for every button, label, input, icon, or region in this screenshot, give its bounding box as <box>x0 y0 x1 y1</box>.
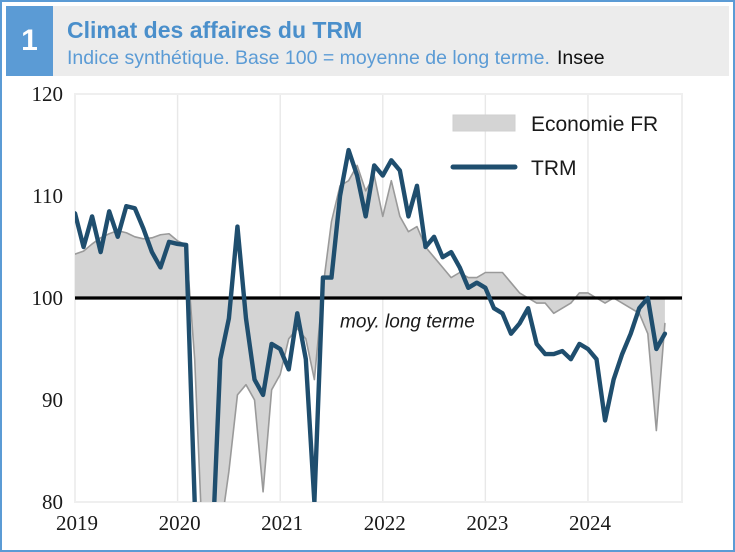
chart-annotations: moy. long terme <box>340 312 475 333</box>
svg-text:moy. long terme: moy. long terme <box>340 312 475 333</box>
svg-text:Economie FR: Economie FR <box>531 113 658 136</box>
series-trm <box>75 147 668 502</box>
subtitle-row: Indice synthétique. Base 100 = moyenne d… <box>67 46 729 70</box>
svg-text:80: 80 <box>42 490 63 514</box>
figure-number-badge: 1 <box>6 6 53 76</box>
svg-text:2021: 2021 <box>261 511 303 535</box>
svg-text:120: 120 <box>32 82 64 106</box>
svg-text:90: 90 <box>42 388 63 412</box>
svg-text:2024: 2024 <box>569 511 612 535</box>
chart-header: 1 Climat des affaires du TRM Indice synt… <box>6 6 729 76</box>
svg-text:2019: 2019 <box>56 511 98 535</box>
chart-subtitle: Indice synthétique. Base 100 = moyenne d… <box>67 47 550 70</box>
svg-text:2023: 2023 <box>466 511 508 535</box>
svg-text:110: 110 <box>32 184 63 208</box>
page-title: Climat des affaires du TRM <box>67 17 363 44</box>
x-axis-ticks: 2019 2020 2021 2022 2023 2024 <box>56 511 611 535</box>
header-text-block: Climat des affaires du TRM Indice synthé… <box>53 6 729 76</box>
svg-text:2020: 2020 <box>159 511 201 535</box>
y-axis-ticks: 80 90 100 110 120 <box>32 82 64 514</box>
svg-text:2022: 2022 <box>364 511 406 535</box>
series-economie-fr <box>75 164 666 502</box>
svg-text:TRM: TRM <box>531 157 577 180</box>
chart-canvas: 80 90 100 110 120 2019 2020 2021 2022 2023 2024 m… <box>32 82 683 535</box>
plot-area: 80 90 100 110 120 2019 2020 2021 2022 2023 2024 m… <box>6 78 733 550</box>
source-label: Insee <box>556 47 605 70</box>
chart-legend: Economie FR TRM <box>450 113 658 180</box>
svg-text:100: 100 <box>32 286 64 310</box>
